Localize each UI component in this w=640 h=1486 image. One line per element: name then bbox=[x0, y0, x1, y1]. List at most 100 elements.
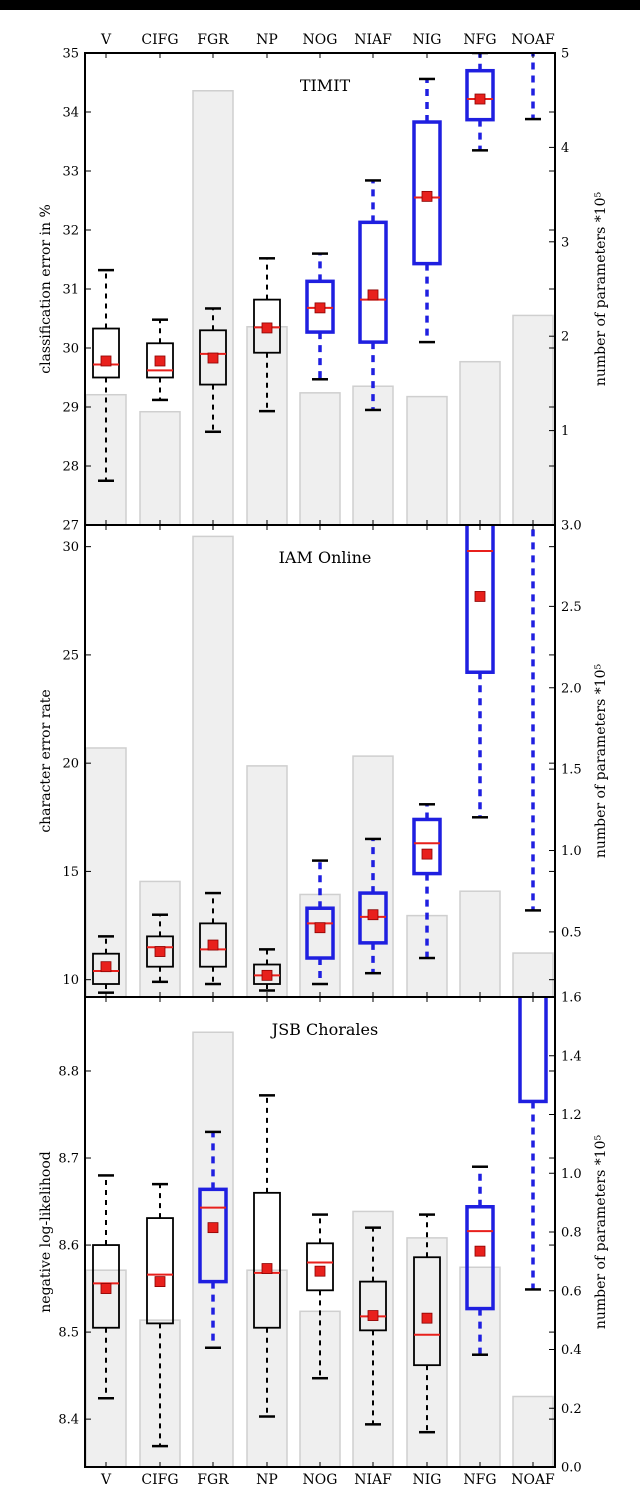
parameter-bar bbox=[352, 385, 394, 525]
top-category-labels: V CIFG FGR NP NOG NIAF NIG NFG NOAF bbox=[100, 32, 555, 48]
box-fgr bbox=[199, 891, 227, 986]
left-tick-label: 30 bbox=[62, 342, 79, 357]
right-tick-label: 1.6 bbox=[561, 991, 582, 1006]
left-tick-label: 8.8 bbox=[58, 1064, 79, 1079]
bottom-category-label: NIG bbox=[413, 1472, 442, 1486]
iqr-box bbox=[146, 935, 174, 968]
left-tick-label: 31 bbox=[62, 283, 79, 298]
panels: TIMIT27282930313233343512345classificati… bbox=[38, 47, 609, 1476]
right-tick-label: 0.2 bbox=[561, 1402, 582, 1417]
mean-marker bbox=[261, 969, 273, 981]
top-category-label: FGR bbox=[197, 32, 229, 48]
box-v bbox=[92, 268, 120, 482]
left-tick-label: 28 bbox=[62, 460, 79, 475]
mean-marker bbox=[207, 1222, 219, 1234]
parameter-bar bbox=[459, 890, 501, 997]
box-noaf bbox=[518, 997, 548, 1291]
box-np bbox=[253, 257, 281, 413]
top-category-label: CIFG bbox=[141, 32, 178, 48]
box-niaf bbox=[359, 1226, 387, 1426]
right-tick-label: 0.4 bbox=[561, 1343, 582, 1358]
box-np bbox=[253, 948, 281, 992]
mean-marker bbox=[207, 939, 219, 951]
parameter-bar bbox=[512, 952, 554, 997]
top-black-strip bbox=[0, 0, 640, 10]
iqr-box bbox=[253, 1191, 281, 1329]
box-niaf bbox=[358, 837, 388, 975]
left-tick-label: 33 bbox=[62, 165, 79, 180]
top-category-label: NFG bbox=[463, 32, 496, 48]
left-tick-label: 10 bbox=[62, 973, 79, 988]
iqr-box bbox=[358, 220, 388, 344]
iqr-box bbox=[305, 906, 335, 960]
right-tick-label: 1.0 bbox=[561, 1167, 582, 1182]
left-tick-label: 34 bbox=[62, 106, 79, 121]
right-tick-label: 2.0 bbox=[561, 681, 582, 696]
mean-marker bbox=[421, 848, 433, 860]
parameter-bar bbox=[512, 314, 554, 525]
left-tick-label: 27 bbox=[62, 519, 79, 534]
parameter-bar bbox=[459, 360, 501, 525]
left-tick-label: 8.5 bbox=[58, 1326, 79, 1341]
mean-marker bbox=[421, 1312, 433, 1324]
parameter-bar bbox=[299, 1310, 341, 1467]
top-category-label: NOG bbox=[303, 32, 338, 48]
left-tick-label: 35 bbox=[62, 47, 79, 62]
box-nfg bbox=[465, 53, 495, 152]
parameter-bar bbox=[246, 765, 288, 997]
right-tick-label: 1.4 bbox=[561, 1049, 582, 1064]
parameter-bar bbox=[512, 1395, 554, 1467]
box-nig bbox=[413, 1213, 441, 1434]
plot-area bbox=[85, 997, 554, 1467]
box-noaf bbox=[525, 525, 541, 912]
iqr-box bbox=[518, 997, 548, 1104]
mean-marker bbox=[154, 355, 166, 367]
box-nig bbox=[412, 803, 442, 960]
iqr-box bbox=[359, 1280, 387, 1332]
mean-marker bbox=[207, 352, 219, 364]
bottom-category-labels: V CIFG FGR NP NOG NIAF NIG NFG NOAF bbox=[100, 1472, 555, 1486]
left-tick-label: 20 bbox=[62, 757, 79, 772]
right-tick-label: 3.0 bbox=[561, 519, 582, 534]
top-category-label: V bbox=[100, 32, 112, 48]
iqr-box bbox=[92, 952, 120, 985]
mean-marker bbox=[100, 355, 112, 367]
left-tick-label: 8.4 bbox=[58, 1413, 79, 1428]
right-tick-label: 1.0 bbox=[561, 844, 582, 859]
mean-marker bbox=[261, 322, 273, 334]
right-tick-label: 0.0 bbox=[561, 1461, 582, 1476]
bottom-category-label: NFG bbox=[463, 1472, 496, 1486]
box-nog bbox=[305, 859, 335, 986]
top-category-label: NIG bbox=[413, 32, 442, 48]
top-category-label: NIAF bbox=[354, 32, 392, 48]
box-v bbox=[92, 1174, 120, 1400]
mean-marker bbox=[154, 1276, 166, 1288]
panel-title: TIMIT bbox=[300, 76, 351, 95]
parameter-bar bbox=[192, 535, 234, 997]
top-category-label: NP bbox=[256, 32, 278, 48]
iqr-box bbox=[253, 298, 281, 354]
box-cifg bbox=[146, 318, 174, 402]
box-cifg bbox=[146, 1182, 174, 1448]
mean-marker bbox=[100, 1283, 112, 1294]
iqr-box bbox=[412, 817, 442, 876]
plot-area bbox=[85, 53, 554, 525]
box-nig bbox=[412, 77, 442, 344]
right-tick-label: 2 bbox=[561, 330, 569, 345]
right-tick-label: 3 bbox=[561, 235, 569, 250]
right-tick-label: 0.5 bbox=[561, 925, 582, 940]
bottom-category-label: NOG bbox=[303, 1472, 338, 1486]
box-noaf bbox=[525, 53, 541, 121]
right-tick-label: 1.2 bbox=[561, 1108, 582, 1123]
panel-title: IAM Online bbox=[279, 548, 372, 567]
box-np bbox=[253, 1094, 281, 1418]
mean-marker bbox=[367, 909, 379, 921]
parameter-bar bbox=[299, 392, 341, 525]
left-tick-label: 15 bbox=[62, 865, 79, 880]
mean-marker bbox=[100, 961, 112, 973]
top-category-label: NOAF bbox=[511, 32, 555, 48]
parameter-bar bbox=[246, 326, 288, 525]
box-cifg bbox=[146, 913, 174, 984]
right-tick-label: 0.8 bbox=[561, 1226, 582, 1241]
